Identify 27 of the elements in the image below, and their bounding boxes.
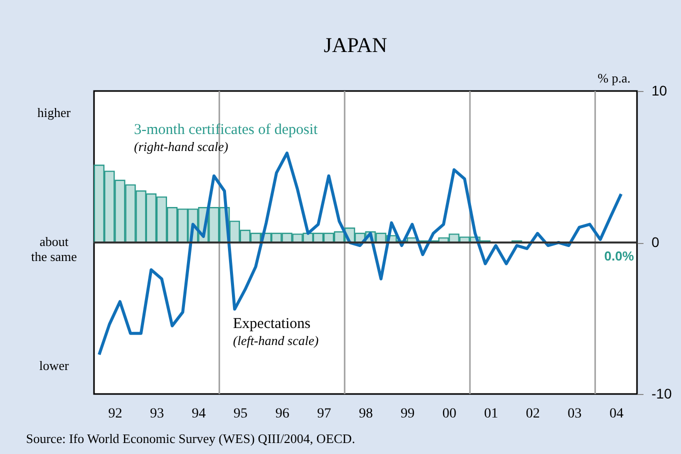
x-tick-label: 98 [358, 406, 373, 422]
y-tick-label: -10 [652, 386, 672, 402]
x-tick-label: 01 [484, 406, 498, 422]
annotation: 0.0% [604, 248, 634, 264]
x-tick-label: 92 [108, 406, 122, 422]
x-tick-label: 94 [192, 406, 206, 422]
x-tick-label: 97 [317, 406, 332, 422]
chart-title: JAPAN [324, 33, 388, 57]
x-tick-label: 99 [400, 406, 415, 422]
series-label: Expectations [233, 316, 311, 332]
x-tick-label: 04 [609, 406, 624, 422]
annotation: (right-hand scale) [134, 139, 228, 154]
source-note: Source: Ifo World Economic Survey (WES) QIII/2004, OECD. [26, 431, 356, 446]
text: lower [39, 358, 70, 373]
x-tick-label: 00 [442, 406, 456, 422]
x-tick-label: 95 [234, 406, 248, 422]
x-tick-label: 03 [568, 406, 582, 422]
annotation: (left-hand scale) [233, 333, 319, 348]
text: 3-month certificates of deposit [134, 122, 319, 138]
x-tick-label: 93 [150, 406, 164, 422]
text: higher [37, 105, 72, 120]
y-tick-label: 0 [652, 234, 660, 250]
x-tick-label: 96 [275, 406, 290, 422]
y-axis-title: % p.a. [598, 70, 630, 86]
y-tick-label: 10 [652, 82, 668, 98]
text: about the same [31, 234, 78, 264]
x-tick-label: 02 [526, 406, 540, 422]
